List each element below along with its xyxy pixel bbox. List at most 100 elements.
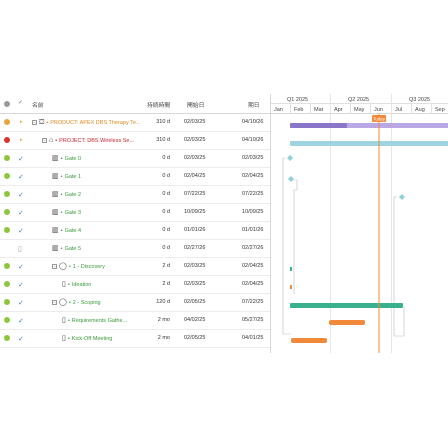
column-duration[interactable]: 持続時間 bbox=[147, 103, 171, 109]
task-name[interactable]: Ideation bbox=[71, 281, 92, 288]
task-name-cell[interactable]: − ⛋ • PRODUCT: APEX DBS Therapy Te... bbox=[32, 119, 141, 126]
task-name-cell[interactable]: ▯ • Ideation bbox=[62, 281, 91, 288]
table-row[interactable]: ✓ ▯ • Ideation 2 d 02/03/25 02/04/25 bbox=[0, 276, 270, 294]
start-date-cell[interactable]: 02/27/26 bbox=[184, 245, 206, 251]
end-date-cell[interactable]: 02/04/25 bbox=[242, 281, 264, 287]
collapse-icon[interactable]: − bbox=[42, 138, 47, 143]
table-row[interactable]: ✓▯ bbox=[0, 348, 270, 353]
duration-cell[interactable]: 2 d bbox=[162, 281, 170, 287]
start-date-cell[interactable]: 02/04/25 bbox=[184, 173, 206, 179]
duration-cell[interactable]: 310 d bbox=[156, 119, 170, 125]
task-name[interactable]: Gate 1 bbox=[64, 173, 82, 180]
task-name[interactable]: Gate 2 bbox=[64, 191, 82, 198]
table-row[interactable]: ▯ ▥ • Gate 5 0 d 02/27/26 02/27/26 bbox=[0, 240, 270, 258]
table-row[interactable]: ✓ ▯ • Kick-Off Meeting 2 mo 02/05/25 04/01/25 bbox=[0, 330, 270, 348]
column-name[interactable]: 名前 bbox=[32, 103, 44, 109]
table-row[interactable]: ✓ ▥ • Gate 0 0 d 02/03/25 02/03/25 bbox=[0, 150, 270, 168]
column-end[interactable]: 期日 bbox=[248, 103, 260, 109]
table-row[interactable]: ✓ ▥ • Gate 1 0 d 02/04/25 02/04/25 bbox=[0, 168, 270, 186]
expand-arrow-icon[interactable]: ▸ bbox=[20, 119, 23, 125]
collapse-icon[interactable]: − bbox=[32, 120, 37, 125]
collapse-icon[interactable]: − bbox=[52, 264, 57, 269]
task-name[interactable]: Kick-Off Meeting bbox=[71, 335, 113, 342]
checkmark-icon[interactable]: ✓ bbox=[18, 210, 24, 217]
table-row[interactable]: ✓ ▥ • Gate 3 0 d 10/09/25 10/09/25 bbox=[0, 204, 270, 222]
duration-cell[interactable]: 2 mo bbox=[157, 317, 170, 323]
end-date-cell[interactable]: 04/10/26 bbox=[242, 119, 264, 125]
table-row[interactable]: ▸ − ⌂ • PROJECT: DBS Wireless Se... 310 d 02/0… bbox=[0, 132, 270, 150]
table-row[interactable]: ✓ ▯ • Requirements Gathe... 2 mo 04/02/25 05/2… bbox=[0, 312, 270, 330]
column-start[interactable]: 開始日 bbox=[187, 103, 205, 109]
start-date-cell[interactable]: 02/03/25 bbox=[184, 281, 206, 287]
table-row[interactable]: ✓ − ◯ • 1 - Discovery 2 d 02/03/25 02/04/25 bbox=[0, 258, 270, 276]
checkmark-icon[interactable]: ✓ bbox=[18, 336, 24, 343]
task-name[interactable]: Requirements Gathe... bbox=[71, 317, 128, 324]
task-name-cell[interactable]: − ⌂ • PROJECT: DBS Wireless Se... bbox=[42, 137, 134, 144]
table-row[interactable]: ▸ − ⛋ • PRODUCT: APEX DBS Therapy Te... 310 d… bbox=[0, 114, 270, 132]
duration-cell[interactable]: 0 d bbox=[162, 209, 170, 215]
task-name[interactable]: 1 - Discovery bbox=[72, 263, 105, 270]
checkmark-icon[interactable]: ✓ bbox=[18, 300, 24, 307]
end-date-cell[interactable]: 04/10/26 bbox=[242, 137, 264, 143]
end-date-cell[interactable]: 07/22/25 bbox=[242, 299, 264, 305]
duration-cell[interactable]: 2 d bbox=[162, 263, 170, 269]
checkmark-icon[interactable]: ✓ bbox=[18, 174, 24, 181]
table-row[interactable]: ✓ ▥ • Gate 4 0 d 01/01/26 01/01/26 bbox=[0, 222, 270, 240]
start-date-cell[interactable]: 10/09/25 bbox=[184, 209, 206, 215]
start-date-cell[interactable]: 02/03/25 bbox=[184, 137, 206, 143]
end-date-cell[interactable]: 05/27/25 bbox=[242, 317, 264, 323]
end-date-cell[interactable]: 07/22/25 bbox=[242, 191, 264, 197]
task-name[interactable]: PROJECT: DBS Wireless Se... bbox=[59, 137, 135, 144]
start-date-cell[interactable]: 02/05/25 bbox=[184, 335, 206, 341]
task-name-cell[interactable]: ▥ • Gate 4 bbox=[52, 227, 81, 234]
start-date-cell[interactable]: 02/05/25 bbox=[184, 299, 206, 305]
end-date-cell[interactable]: 02/04/25 bbox=[242, 263, 264, 269]
task-name[interactable]: 2 - Scoping bbox=[72, 299, 101, 306]
checkmark-icon[interactable]: ✓ bbox=[18, 228, 24, 235]
duration-cell[interactable]: 310 d bbox=[156, 137, 170, 143]
start-date-cell[interactable]: 04/02/25 bbox=[184, 317, 206, 323]
end-date-cell[interactable]: 02/03/25 bbox=[242, 155, 264, 161]
task-name[interactable]: PRODUCT: APEX DBS Therapy Te... bbox=[50, 119, 141, 126]
task-name[interactable]: Gate 5 bbox=[64, 245, 82, 252]
duration-cell[interactable]: 0 d bbox=[162, 155, 170, 161]
table-row[interactable]: ✓ ▥ • Gate 2 0 d 07/22/25 07/22/25 bbox=[0, 186, 270, 204]
table-row[interactable]: ✓ − ◯ • 2 - Scoping 120 d 02/05/25 07/22/25 bbox=[0, 294, 270, 312]
checkmark-icon[interactable]: ✓ bbox=[18, 318, 24, 325]
gantt-quarter-header: Q1 2025 Q2 2025 Q3 2025 bbox=[271, 94, 448, 104]
duration-cell[interactable]: 0 d bbox=[162, 191, 170, 197]
end-date-cell[interactable]: 02/04/25 bbox=[242, 173, 264, 179]
end-date-cell[interactable]: 01/01/26 bbox=[242, 227, 264, 233]
expand-arrow-icon[interactable]: ▸ bbox=[20, 137, 23, 143]
start-date-cell[interactable]: 02/03/25 bbox=[184, 263, 206, 269]
duration-cell[interactable]: 0 d bbox=[162, 227, 170, 233]
start-date-cell[interactable]: 07/22/25 bbox=[184, 191, 206, 197]
task-name-cell[interactable]: ▥ • Gate 2 bbox=[52, 191, 81, 198]
task-name-cell[interactable]: ▥ • Gate 0 bbox=[52, 155, 81, 162]
task-name-cell[interactable]: ▥ • Gate 1 bbox=[52, 173, 81, 180]
duration-cell[interactable]: 0 d bbox=[162, 245, 170, 251]
start-date-cell[interactable]: 01/01/26 bbox=[184, 227, 206, 233]
checkmark-icon[interactable]: ✓ bbox=[18, 282, 24, 289]
start-date-cell[interactable]: 02/03/25 bbox=[184, 119, 206, 125]
start-date-cell[interactable]: 02/03/25 bbox=[184, 155, 206, 161]
task-name-cell[interactable]: ▯ • Kick-Off Meeting bbox=[62, 335, 112, 342]
duration-cell[interactable]: 120 d bbox=[156, 299, 170, 305]
task-name-cell[interactable]: ▯ • Requirements Gathe... bbox=[62, 317, 127, 324]
task-name[interactable]: Gate 0 bbox=[64, 155, 82, 162]
task-name-cell[interactable]: − ◯ • 1 - Discovery bbox=[52, 263, 105, 270]
checkmark-icon[interactable]: ✓ bbox=[18, 264, 24, 271]
task-name-cell[interactable]: ▥ • Gate 5 bbox=[52, 245, 81, 252]
checkmark-icon[interactable]: ✓ bbox=[18, 192, 24, 199]
task-name[interactable]: Gate 4 bbox=[64, 227, 82, 234]
end-date-cell[interactable]: 10/09/25 bbox=[242, 209, 264, 215]
task-name[interactable]: Gate 3 bbox=[64, 209, 82, 216]
end-date-cell[interactable]: 02/27/26 bbox=[242, 245, 264, 251]
end-date-cell[interactable]: 04/01/25 bbox=[242, 335, 264, 341]
duration-cell[interactable]: 2 mo bbox=[157, 335, 170, 341]
collapse-icon[interactable]: − bbox=[52, 300, 57, 305]
duration-cell[interactable]: 0 d bbox=[162, 173, 170, 179]
task-name-cell[interactable]: ▥ • Gate 3 bbox=[52, 209, 81, 216]
checkmark-icon[interactable]: ✓ bbox=[18, 156, 24, 163]
task-name-cell[interactable]: − ◯ • 2 - Scoping bbox=[52, 299, 101, 306]
